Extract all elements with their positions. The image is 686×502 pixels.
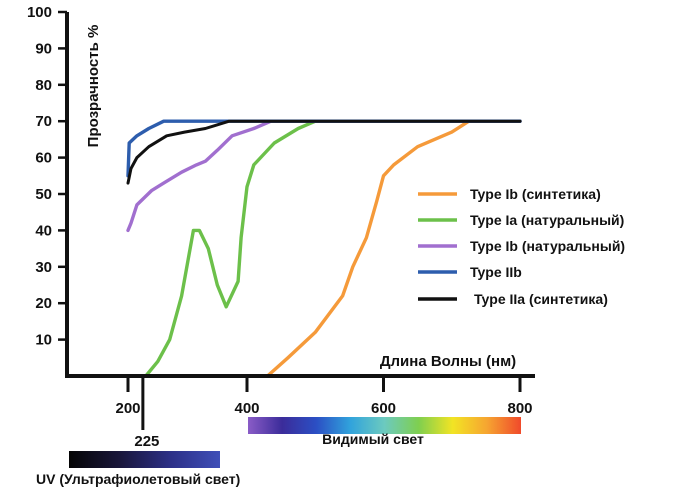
uv-light-label: UV (Ультрафиолетовый свет) [36, 471, 240, 487]
x-axis-title: Длина Волны (нм) [380, 353, 516, 370]
series-line-1 [144, 119, 522, 378]
y-tick-label-3: 40 [35, 222, 52, 239]
y-tick-label-9: 100 [27, 4, 52, 21]
y-tick-label-4: 50 [35, 186, 52, 203]
y-tick-label-5: 60 [35, 150, 52, 167]
y-tick-label-6: 70 [35, 113, 52, 130]
legend: Type Ib (синтетика) Type Ia (натуральный)… [418, 186, 625, 307]
y-tick-label-7: 80 [35, 77, 52, 94]
legend-label-2: Type Ib (натуральный) [470, 238, 625, 254]
x-tick-label-2: 600 [371, 400, 396, 417]
legend-label-4: Type IIa (синтетика) [474, 291, 608, 307]
y-tick-label-0: 10 [35, 332, 52, 349]
x-tick-group: 200 400 600 800 225 [115, 376, 533, 450]
x-tick-label-225: 225 [134, 433, 159, 450]
series-line-4 [126, 119, 522, 185]
uv-light-band [69, 451, 220, 468]
series-line-3 [126, 119, 522, 178]
y-tick-group: 10 20 30 40 50 60 70 80 90 100 [27, 4, 67, 349]
y-axis-title: Прозрачность % [85, 25, 102, 148]
series-line-0 [265, 119, 522, 378]
y-tick-label-1: 20 [35, 295, 52, 312]
y-tick-label-2: 30 [35, 259, 52, 276]
x-tick-label-0: 200 [115, 400, 140, 417]
x-tick-label-1: 400 [234, 400, 259, 417]
legend-label-3: Type IIb [470, 264, 522, 280]
series-line-2 [126, 119, 522, 233]
series-layer [126, 119, 522, 378]
visible-light-label: Видимый свет [322, 431, 424, 447]
legend-label-0: Type Ib (синтетика) [470, 186, 601, 202]
visible-light-band [248, 417, 521, 434]
x-tick-label-3: 800 [507, 400, 532, 417]
y-tick-label-8: 90 [35, 40, 52, 57]
legend-label-1: Type Ia (натуральный) [470, 212, 624, 228]
